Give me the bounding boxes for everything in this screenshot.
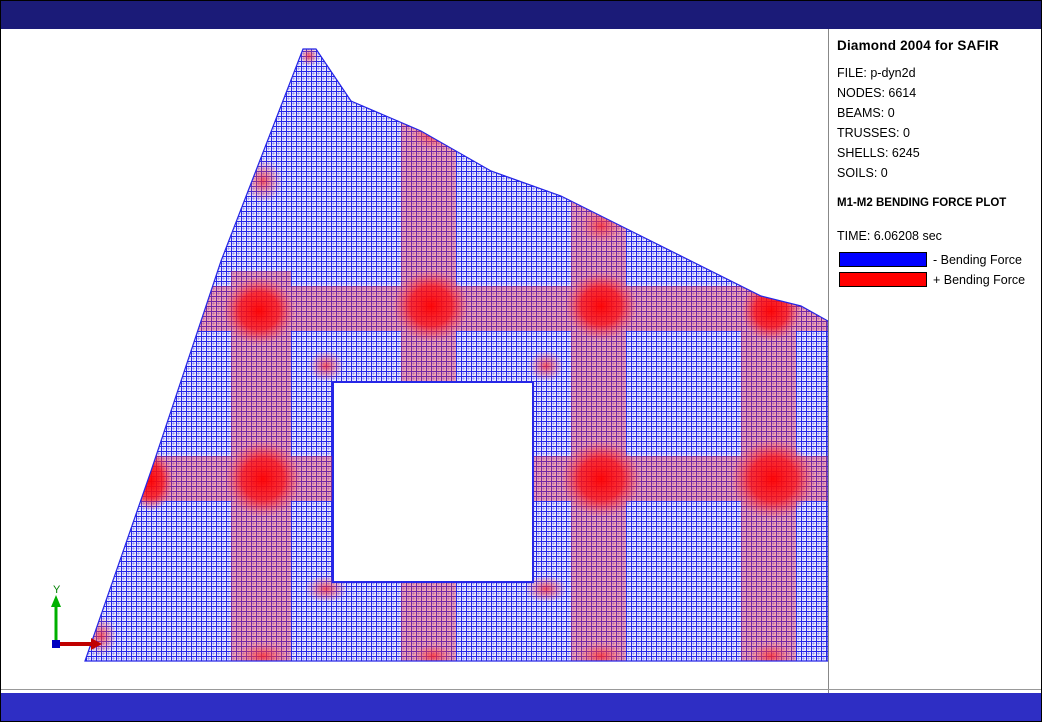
soils-info: SOILS: 0 xyxy=(837,166,888,180)
legend: - Bending Force + Bending Force xyxy=(837,251,1041,288)
status-separator xyxy=(1,689,1041,690)
positive-moment-hotspots xyxy=(85,49,815,661)
trusses-info: TRUSSES: 0 xyxy=(837,126,910,140)
y-axis-label: Y xyxy=(53,584,61,596)
title-bar xyxy=(1,1,1041,29)
nodes-info: NODES: 6614 xyxy=(837,86,917,100)
beams-info: BEAMS: 0 xyxy=(837,106,895,120)
status-bar xyxy=(1,693,1041,721)
shells-info: SHELLS: 6245 xyxy=(837,146,920,160)
legend-swatch-positive xyxy=(839,272,927,287)
xyz-axes-icon: Y xyxy=(51,584,102,650)
bending-force-plot: Y xyxy=(1,29,829,689)
legend-swatch-negative xyxy=(839,252,927,267)
time-readout: TIME: 6.06208 sec xyxy=(837,229,942,243)
legend-item-negative: - Bending Force xyxy=(837,251,1041,268)
plot-title: M1-M2 BENDING FORCE PLOT xyxy=(837,197,1007,209)
legend-item-positive: + Bending Force xyxy=(837,271,1041,288)
legend-label-negative: - Bending Force xyxy=(933,252,1022,267)
panel-divider xyxy=(828,29,829,693)
app-title: Diamond 2004 for SAFIR xyxy=(837,38,999,53)
info-panel: Diamond 2004 for SAFIR FILE: p-dyn2d NOD… xyxy=(837,37,1041,288)
legend-label-positive: + Bending Force xyxy=(933,272,1026,287)
file-info: FILE: p-dyn2d xyxy=(837,66,916,80)
slab-opening xyxy=(332,381,534,583)
